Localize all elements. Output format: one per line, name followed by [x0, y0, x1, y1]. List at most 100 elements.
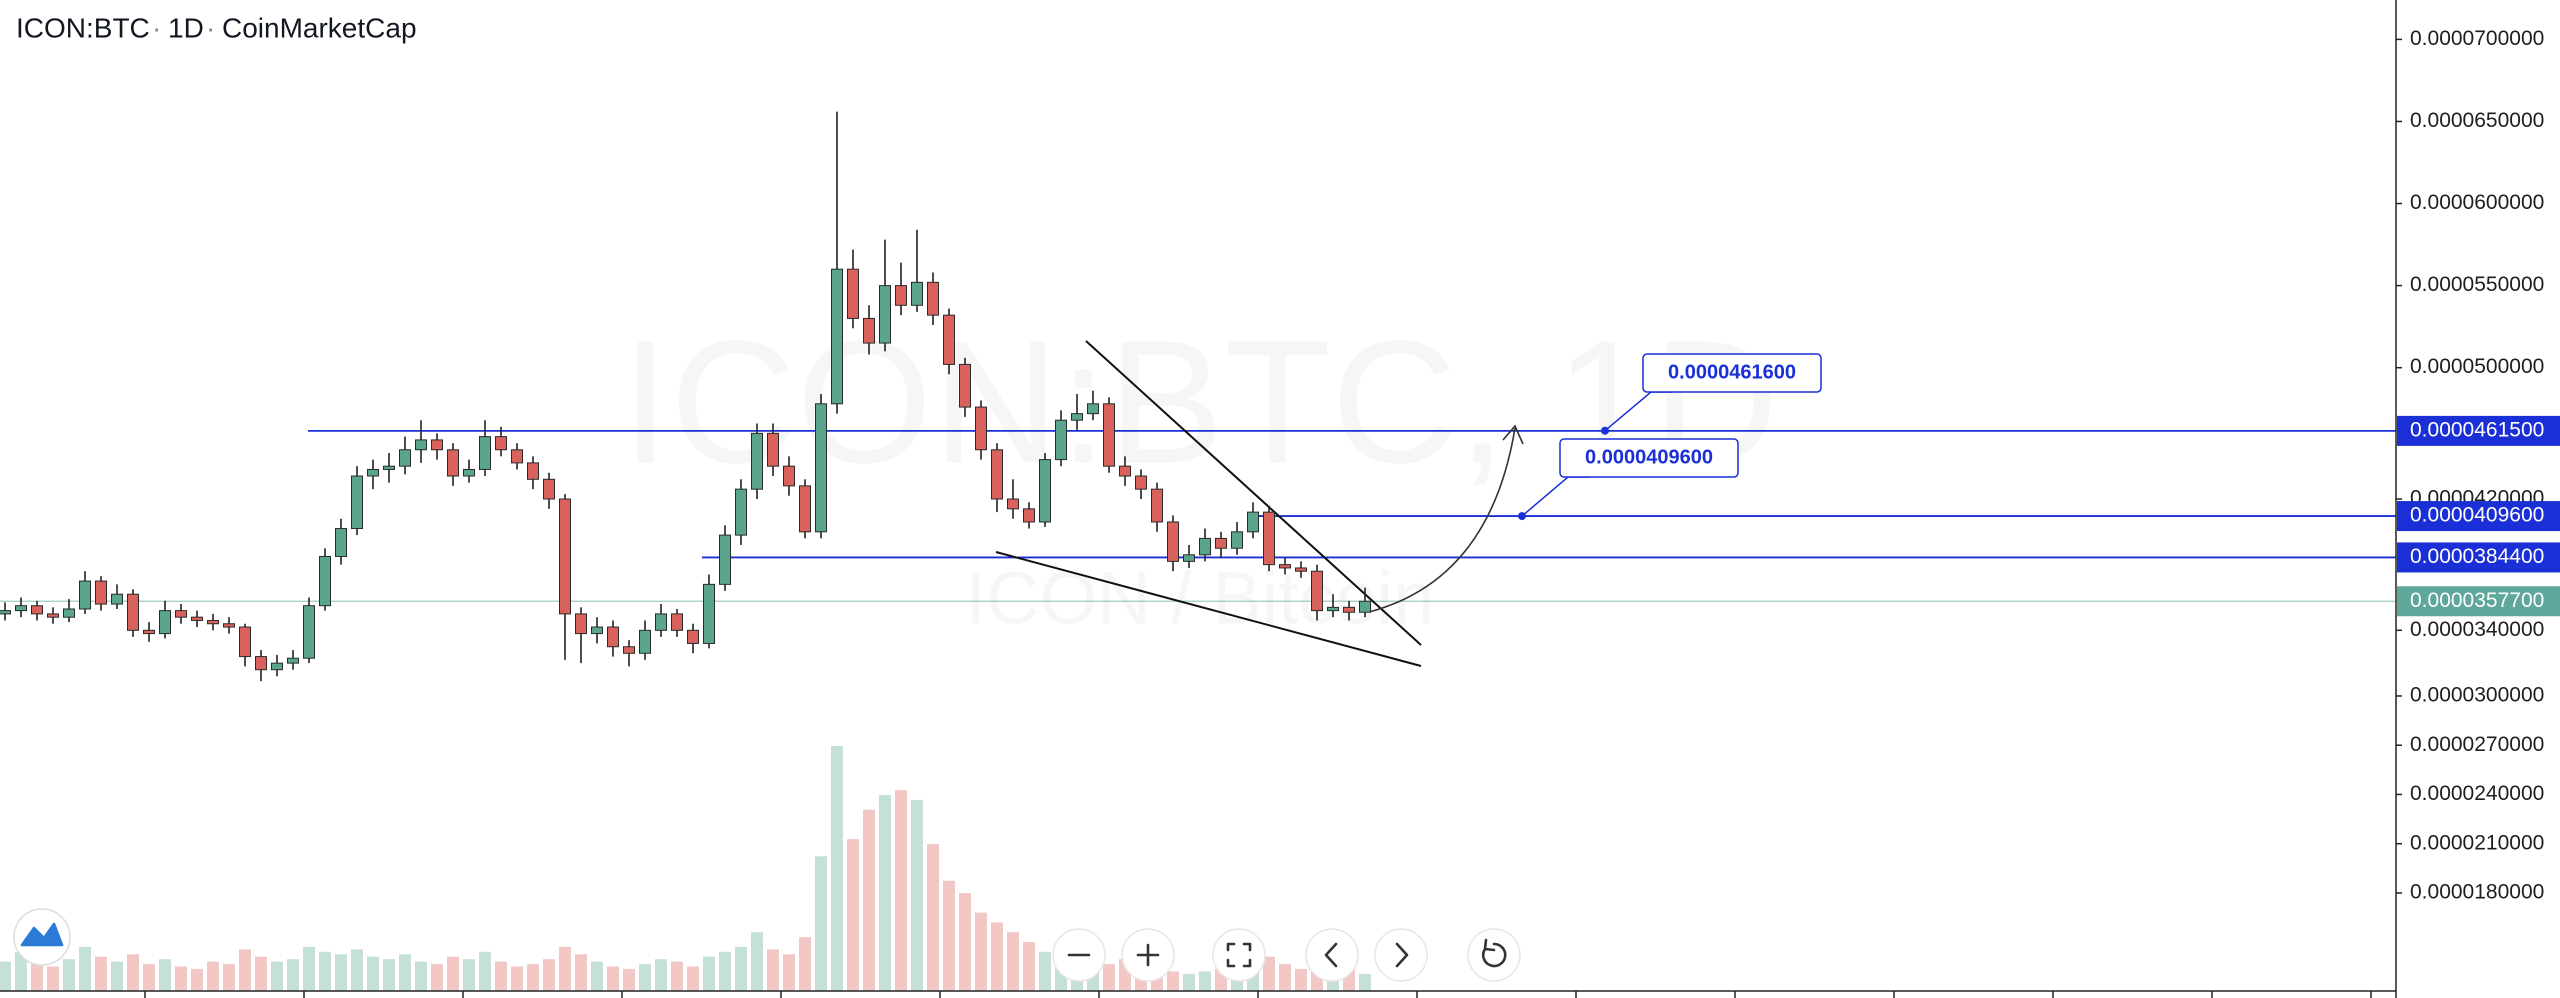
header: ICON:BTC · 1D · CoinMarketCap	[16, 12, 417, 43]
candle-body	[63, 608, 75, 618]
volume-bar	[95, 956, 107, 991]
volume-bar	[159, 959, 171, 991]
candle-body	[959, 363, 971, 408]
candle-body	[815, 403, 827, 533]
volume-bar	[1007, 932, 1019, 991]
volume-bar	[559, 946, 571, 991]
y-tick-label: 0.0000340000	[2410, 618, 2544, 641]
volume-bar	[0, 961, 11, 991]
callout-anchor	[1601, 426, 1609, 435]
hline-layer	[0, 429, 2396, 602]
volume-bar	[1295, 968, 1307, 991]
volume-bar	[623, 968, 635, 991]
volume-bar	[1263, 956, 1275, 991]
candle-body	[1023, 508, 1035, 523]
volume-bar	[463, 959, 475, 991]
candle-body	[719, 534, 731, 585]
volume-bar	[495, 961, 507, 991]
candle-body	[31, 605, 43, 615]
volume-bar	[1183, 973, 1195, 991]
candle-body	[239, 626, 251, 658]
price-label: 0.0000357700	[2410, 589, 2544, 612]
candle-body	[751, 432, 763, 490]
candle-body	[367, 468, 379, 477]
candle-body	[1135, 475, 1147, 490]
volume-bar	[319, 951, 331, 991]
volume-bar	[943, 880, 955, 991]
candle-body	[463, 468, 475, 477]
candle-body	[383, 465, 395, 470]
candle-body	[863, 317, 875, 344]
candle-body	[1247, 511, 1259, 533]
price-label-box	[2397, 415, 2560, 446]
candle-body	[1039, 459, 1051, 523]
candle-body	[591, 626, 603, 635]
price-axis: 0.0000700000 0.0000650000 0.0000600000 0.00…	[2396, 27, 2560, 903]
candle-body	[143, 629, 155, 635]
candle-body	[1183, 554, 1195, 562]
scroll-left-button[interactable]	[1305, 928, 1359, 982]
y-tick-label: 0.0000270000	[2410, 733, 2544, 756]
candle-body	[415, 439, 427, 451]
candle-layer	[0, 111, 1371, 682]
candle-body	[351, 475, 363, 530]
candle-body	[847, 268, 859, 319]
candle-body	[623, 646, 635, 654]
reset-button[interactable]	[1467, 928, 1521, 982]
volume-bar	[799, 937, 811, 991]
candle-body	[15, 605, 27, 612]
volume-bar	[703, 956, 715, 991]
volume-bar	[111, 961, 123, 991]
volume-bar	[783, 954, 795, 991]
volume-bar	[255, 956, 267, 991]
candle-body	[1359, 600, 1371, 613]
candle-body	[1327, 606, 1339, 612]
candle-body	[303, 605, 315, 659]
volume-bar	[415, 961, 427, 991]
projection-arrow	[1368, 427, 1516, 613]
candle-body	[1199, 537, 1211, 556]
volume-bar	[543, 959, 555, 991]
price-label: 0.0000384400	[2410, 545, 2544, 568]
y-tick-label: 0.0000700000	[2410, 27, 2544, 50]
candle-body	[511, 449, 523, 464]
watermark-sub: ICON / Bitcoin	[966, 557, 1435, 640]
volume-bar	[79, 946, 91, 991]
candle-body	[335, 528, 347, 557]
candle-body	[191, 616, 203, 621]
volume-bar	[655, 959, 667, 991]
candle-body	[399, 449, 411, 467]
candle-body	[879, 285, 891, 344]
candle-body	[943, 314, 955, 365]
y-tick-label: 0.0000550000	[2410, 273, 2544, 296]
volume-bar	[831, 746, 843, 991]
candle-body	[495, 436, 507, 451]
y-tick-label: 0.0000500000	[2410, 355, 2544, 378]
candle-body	[991, 449, 1003, 500]
logo-button[interactable]	[13, 908, 71, 966]
volume-bar	[767, 949, 779, 991]
volume-bar	[735, 946, 747, 991]
candle-body	[111, 593, 123, 605]
scroll-right-button[interactable]	[1374, 928, 1428, 982]
candle-body	[319, 555, 331, 607]
callout-layer: 0.0000461600 0.0000409600	[1518, 353, 1822, 521]
volume-bar	[383, 959, 395, 991]
candle-body	[703, 583, 715, 644]
volume-bar	[127, 954, 139, 991]
volume-bar	[639, 964, 651, 991]
candle-body	[1311, 570, 1323, 612]
fullscreen-button[interactable]	[1212, 928, 1266, 982]
volume-bar	[879, 795, 891, 991]
separator: ·	[152, 12, 161, 43]
interval: 1D	[168, 12, 204, 43]
volume-bar	[143, 964, 155, 991]
zoom-in-button[interactable]	[1121, 928, 1175, 982]
callout-box	[1642, 353, 1822, 393]
volume-bar	[431, 964, 443, 991]
volume-bar	[223, 964, 235, 991]
volume-bar	[239, 949, 251, 991]
y-tick-label: 0.0000300000	[2410, 684, 2544, 707]
zoom-out-button[interactable]	[1052, 928, 1106, 982]
